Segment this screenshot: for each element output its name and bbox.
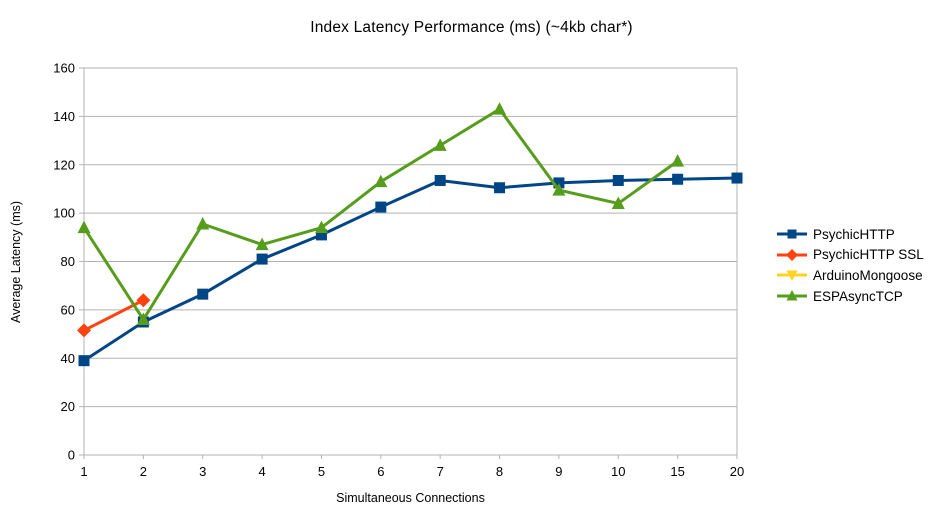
legend-key-psychichttp-ssl — [777, 248, 807, 261]
marker-psychichttp — [315, 229, 327, 241]
legend-marker-espasynctcp-icon — [786, 290, 798, 301]
marker-espasynctcp — [196, 217, 210, 230]
legend-marker-psychichttp-icon — [787, 229, 797, 239]
legend-key-psychichttp — [777, 229, 807, 239]
x-tick-label: 10 — [611, 464, 625, 479]
marker-espasynctcp — [671, 154, 685, 167]
legend-label-arduinomongoose: ArduinoMongoose — [813, 267, 923, 283]
legend-item-psychichttp-ssl: PsychicHTTP SSL — [776, 245, 924, 266]
legend-item-psychichttp: PsychicHTTP — [776, 224, 924, 245]
marker-espasynctcp — [136, 312, 150, 326]
x-tick-label: 20 — [730, 464, 744, 479]
legend-marker-arduinomongoose-icon — [786, 270, 798, 282]
y-tick-label: 60 — [61, 302, 75, 317]
x-tick-label: 4 — [258, 464, 265, 479]
marker-psychichttp — [375, 201, 387, 213]
legend-label-psychichttp-ssl: PsychicHTTP SSL — [813, 247, 924, 263]
marker-psychichttp-ssl — [136, 293, 151, 308]
legend-key-arduinomongoose — [777, 270, 807, 282]
y-tick-label: 20 — [61, 399, 75, 414]
x-tick-label: 7 — [437, 464, 444, 479]
y-tick-label: 160 — [53, 61, 75, 76]
legend-item-espasynctcp: ESPAsyncTCP — [776, 286, 924, 307]
x-axis-title: Simultaneous Connections — [336, 491, 485, 505]
legend-label-espasynctcp: ESPAsyncTCP — [813, 288, 903, 304]
x-tick-label: 3 — [199, 464, 206, 479]
y-tick-label: 120 — [53, 157, 75, 172]
x-tick-label: 8 — [496, 464, 503, 479]
legend-item-arduinomongoose: ArduinoMongoose — [776, 265, 924, 286]
y-tick-label: 0 — [68, 448, 75, 463]
legend-label-psychichttp: PsychicHTTP — [813, 226, 895, 242]
x-tick-label: 15 — [670, 464, 684, 479]
marker-psychichttp — [256, 253, 268, 265]
y-axis-title: Average Latency (ms) — [9, 200, 23, 324]
x-tick-label: 6 — [377, 464, 384, 479]
x-tick-label: 9 — [555, 464, 562, 479]
x-tick-label: 1 — [80, 464, 87, 479]
marker-espasynctcp — [433, 138, 447, 151]
marker-psychichttp — [672, 173, 684, 185]
legend: PsychicHTTP PsychicHTTP SSL ArduinoMongoos… — [776, 224, 924, 306]
marker-espasynctcp — [314, 220, 328, 234]
y-tick-label: 140 — [53, 109, 75, 124]
legend-key-espasynctcp — [777, 290, 807, 301]
marker-psychichttp — [731, 172, 743, 184]
marker-psychichttp — [434, 174, 446, 186]
series-line-espasynctcp — [82, 107, 679, 322]
marker-psychichttp — [197, 288, 209, 300]
marker-psychichttp — [553, 177, 565, 189]
marker-espasynctcp — [77, 220, 91, 234]
marker-espasynctcp — [374, 174, 388, 188]
marker-espasynctcp — [552, 183, 566, 196]
chart-title: Index Latency Performance (ms) (~4kb cha… — [310, 19, 633, 36]
marker-psychichttp — [612, 174, 624, 186]
marker-psychichttp — [494, 182, 506, 194]
marker-espasynctcp — [493, 102, 507, 115]
y-tick-label: 100 — [53, 206, 75, 221]
x-tick-label: 5 — [318, 464, 325, 479]
marker-espasynctcp — [611, 196, 625, 209]
x-tick-label: 2 — [140, 464, 147, 479]
legend-marker-psychichttp-ssl-icon — [786, 248, 798, 261]
marker-psychichttp — [78, 355, 90, 367]
series-line-psychichttp — [83, 176, 738, 362]
marker-psychichttp-ssl — [77, 323, 91, 338]
y-tick-label: 80 — [61, 254, 75, 269]
y-tick-label: 40 — [61, 351, 75, 366]
marker-espasynctcp — [255, 237, 269, 251]
